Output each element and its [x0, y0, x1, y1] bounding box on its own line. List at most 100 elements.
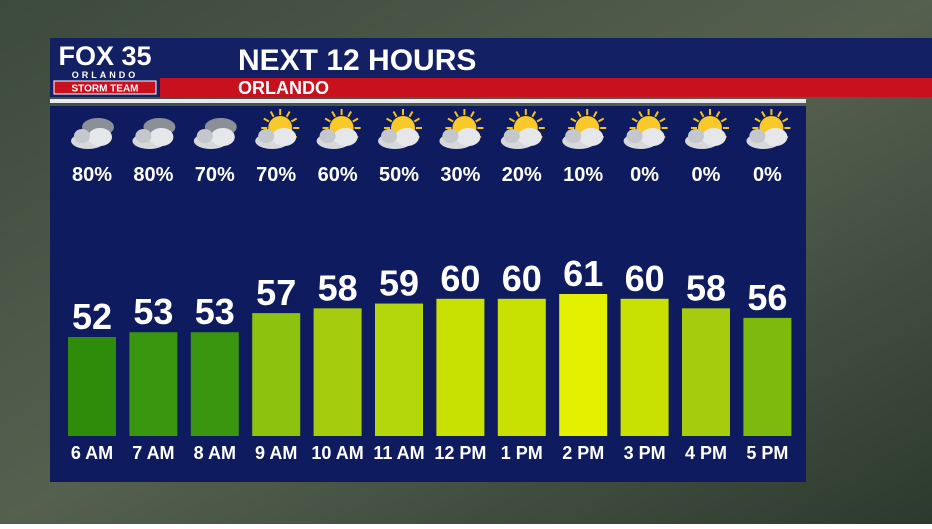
- x-tick-label: 3 PM: [624, 443, 666, 463]
- sun-ray: [777, 111, 782, 118]
- sun-ray: [531, 111, 537, 118]
- temp-label: 60: [440, 258, 480, 299]
- sun-ray: [782, 117, 789, 123]
- bar: [497, 298, 546, 436]
- x-tick-label: 8 AM: [194, 443, 236, 463]
- cloud: [456, 128, 481, 146]
- weather-icon: [316, 109, 361, 149]
- cloud: [503, 129, 520, 143]
- cloud: [517, 128, 542, 146]
- cloud: [763, 128, 788, 146]
- sun-ray: [754, 117, 761, 123]
- temp-label: 52: [72, 296, 112, 337]
- sun-ray: [654, 111, 659, 118]
- sun-ray: [597, 117, 605, 123]
- bar: [190, 332, 239, 436]
- precip-label: 80%: [72, 164, 112, 186]
- bar: [620, 298, 669, 436]
- precip-label: 20%: [502, 164, 542, 186]
- logo: FOX 35: [58, 41, 151, 71]
- sun-ray: [638, 111, 643, 118]
- x-tick-label: 1 PM: [501, 443, 543, 463]
- sun-ray: [693, 117, 700, 123]
- bar: [743, 317, 792, 436]
- cloud: [149, 128, 174, 146]
- cloud: [258, 129, 275, 143]
- cloud: [196, 129, 213, 143]
- x-tick-label: 9 AM: [255, 443, 297, 463]
- sun-ray: [324, 117, 331, 123]
- sun-ray: [536, 117, 543, 123]
- temp-label: 53: [133, 291, 173, 332]
- sun-ray: [347, 111, 352, 118]
- sun-ray: [570, 117, 577, 123]
- subtitle: ORLANDO: [238, 78, 329, 98]
- sun-ray: [515, 111, 521, 118]
- sun-ray: [331, 111, 336, 118]
- x-tick-label: 5 PM: [746, 443, 788, 463]
- cloud: [272, 128, 297, 146]
- precip-label: 30%: [440, 164, 480, 186]
- precip-label: 80%: [133, 164, 173, 186]
- cloud: [579, 128, 604, 146]
- weather-icon: [500, 109, 545, 149]
- precip-label: 70%: [195, 164, 235, 186]
- temp-label: 53: [195, 291, 235, 332]
- sun-ray: [454, 111, 459, 118]
- x-tick-label: 12 PM: [434, 443, 486, 463]
- cloud: [395, 128, 419, 146]
- sun-ray: [576, 111, 582, 118]
- temp-label: 58: [318, 267, 358, 308]
- sun-ray: [475, 117, 482, 123]
- precip-label: 0%: [630, 164, 659, 186]
- sun-ray: [631, 117, 638, 123]
- cloud: [74, 129, 90, 143]
- bar: [682, 308, 730, 436]
- sun-ray: [720, 117, 727, 123]
- logo-city: ORLANDO: [72, 70, 139, 80]
- sun-ray: [285, 111, 291, 118]
- sun-ray: [508, 117, 516, 123]
- weather-icon: [71, 118, 114, 149]
- temp-label: 59: [379, 263, 419, 304]
- cloud: [626, 129, 643, 143]
- weather-icon: [255, 109, 300, 149]
- cloud: [135, 129, 152, 143]
- precip-label: 60%: [318, 164, 358, 186]
- sun-ray: [263, 117, 270, 123]
- weather-icon: [439, 109, 484, 149]
- x-tick-label: 7 AM: [132, 443, 174, 463]
- cloud: [640, 128, 665, 146]
- cloud: [88, 128, 112, 146]
- cloud: [381, 129, 397, 143]
- weather-icon: [378, 109, 422, 149]
- sun-ray: [413, 117, 420, 123]
- precip-label: 0%: [692, 164, 721, 186]
- sun-ray: [761, 111, 766, 118]
- weather-icon: [132, 118, 176, 149]
- precip-label: 50%: [379, 164, 419, 186]
- sun-ray: [352, 117, 359, 123]
- cloud: [442, 129, 459, 143]
- sun-ray: [715, 111, 721, 118]
- sun-ray: [699, 111, 705, 118]
- sun-ray: [447, 117, 454, 123]
- sun-ray: [659, 117, 666, 123]
- bar: [129, 332, 178, 436]
- x-tick-label: 10 AM: [311, 443, 363, 463]
- sun-ray: [392, 111, 398, 118]
- cloud: [210, 128, 235, 146]
- x-tick-label: 2 PM: [562, 443, 604, 463]
- temp-label: 61: [563, 253, 603, 294]
- sun-ray: [269, 111, 275, 118]
- cloud: [688, 129, 704, 143]
- weather-icon: [685, 109, 729, 149]
- x-tick-label: 6 AM: [71, 443, 113, 463]
- subtitle-bar: [160, 78, 932, 97]
- temp-label: 60: [625, 258, 665, 299]
- temp-label: 60: [502, 258, 542, 299]
- cloud: [333, 128, 358, 146]
- title-bar: [50, 38, 932, 78]
